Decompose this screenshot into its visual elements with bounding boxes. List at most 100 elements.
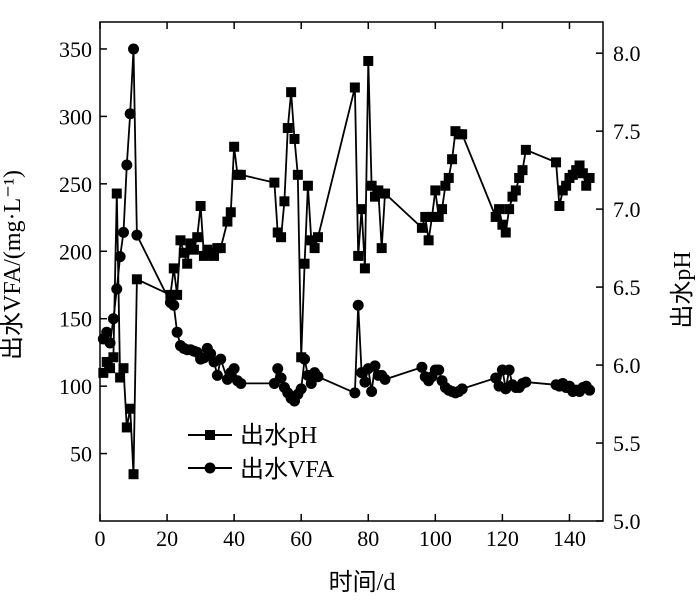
y-right-tick-label: 5.5 [613,431,641,456]
ph-point [121,422,132,433]
vfa-point [359,376,371,388]
vfa-point [272,363,284,375]
y-axis-right-title: 出水pH [669,251,696,328]
ph-point [306,235,317,246]
vfa-point [584,384,596,396]
vfa-point [107,313,119,325]
y-right-tick-label: 7.5 [613,119,641,144]
ph-point [282,123,293,134]
vfa-point [171,326,183,338]
y-left-tick-label: 350 [59,37,92,62]
plot-frame [99,21,604,522]
x-axis-title: 时间/d [329,569,396,596]
ph-point [353,250,364,261]
vfa-point [520,376,532,388]
ph-point [561,180,572,191]
ph-point [128,469,139,480]
vfa-point [124,108,136,120]
ph-point [182,258,193,269]
y-left-tick-label: 150 [59,307,92,332]
ph-point [192,232,203,243]
vfa-point [352,299,364,311]
vfa-point [305,377,317,389]
ph-point [433,211,444,222]
vfa-point [117,226,129,238]
ph-point [369,191,380,202]
ph-point [289,133,300,144]
series-ph [98,55,595,480]
legend: 出水pH 出水VFA [188,422,335,483]
ph-point [309,243,320,254]
ph-point [292,169,303,180]
vfa-point [121,159,133,171]
ph-point [554,201,565,212]
ph-point [359,263,370,274]
vfa-point [295,383,307,395]
y-left-tick-label: 300 [59,104,92,129]
ph-point [168,263,179,274]
vfa-point [114,251,126,263]
series-vfa [97,43,596,407]
ph-point [299,258,310,269]
ph-point [437,204,448,215]
vfa-point [131,229,143,241]
x-tick-label: 60 [290,526,312,551]
vfa-point [299,353,311,365]
legend-item-vfa: 出水VFA [188,456,335,483]
ph-point [363,55,374,66]
ph-point [447,154,458,165]
x-tick-label: 140 [553,526,586,551]
ph-point [510,185,521,196]
ph-point [269,177,280,188]
ph-point [302,180,313,191]
vfa-point [366,386,378,398]
axes-layer: 0 20 40 60 80 100 120 140 50 100 150 200 250 300 350 5.… [59,21,641,551]
ph-point [376,243,387,254]
vfa-point [349,387,361,399]
y-left-tick-label: 200 [59,239,92,264]
x-tick-label: 100 [419,526,452,551]
ph-point [165,289,176,300]
y-left-tick-label: 250 [59,172,92,197]
ph-point [366,180,377,191]
ph-point [420,211,431,222]
ph-point [198,250,209,261]
ph-point [131,274,142,285]
y-right-tick-label: 6.5 [613,275,641,300]
legend-vfa-marker [204,462,216,474]
y-axis-left-title: 出水VFA/(mg·L⁻¹) [0,170,26,360]
ph-point [185,238,196,249]
ph-point [101,356,112,367]
y-right-tick-label: 6.0 [613,353,641,378]
ph-point [507,191,518,202]
x-tick-label: 0 [95,526,106,551]
ph-point [373,185,384,196]
vfa-point [228,363,240,375]
ph-point [209,250,220,261]
ph-point [175,235,186,246]
ph-point [172,289,183,300]
ph-point [551,157,562,168]
ph-point [497,219,508,230]
ph-point [423,235,434,246]
series-layer [97,43,596,480]
legend-vfa-label: 出水VFA [240,456,335,483]
ph-point [504,204,515,215]
vfa-point [416,361,428,373]
vfa-point [379,373,391,385]
vfa-point [456,383,468,395]
y-right-tick-label: 5.0 [613,509,641,534]
y-left-tick-label: 50 [70,442,92,467]
ph-point [235,169,246,180]
ph-point [426,211,437,222]
ph-point [178,247,189,258]
ph-point [490,211,501,222]
vfa-point [168,299,180,311]
x-tick-label: 80 [357,526,379,551]
vfa-point [211,369,223,381]
ph-point [430,185,441,196]
ph-point [195,201,206,212]
ph-point [443,172,454,183]
vfa-point [433,364,445,376]
